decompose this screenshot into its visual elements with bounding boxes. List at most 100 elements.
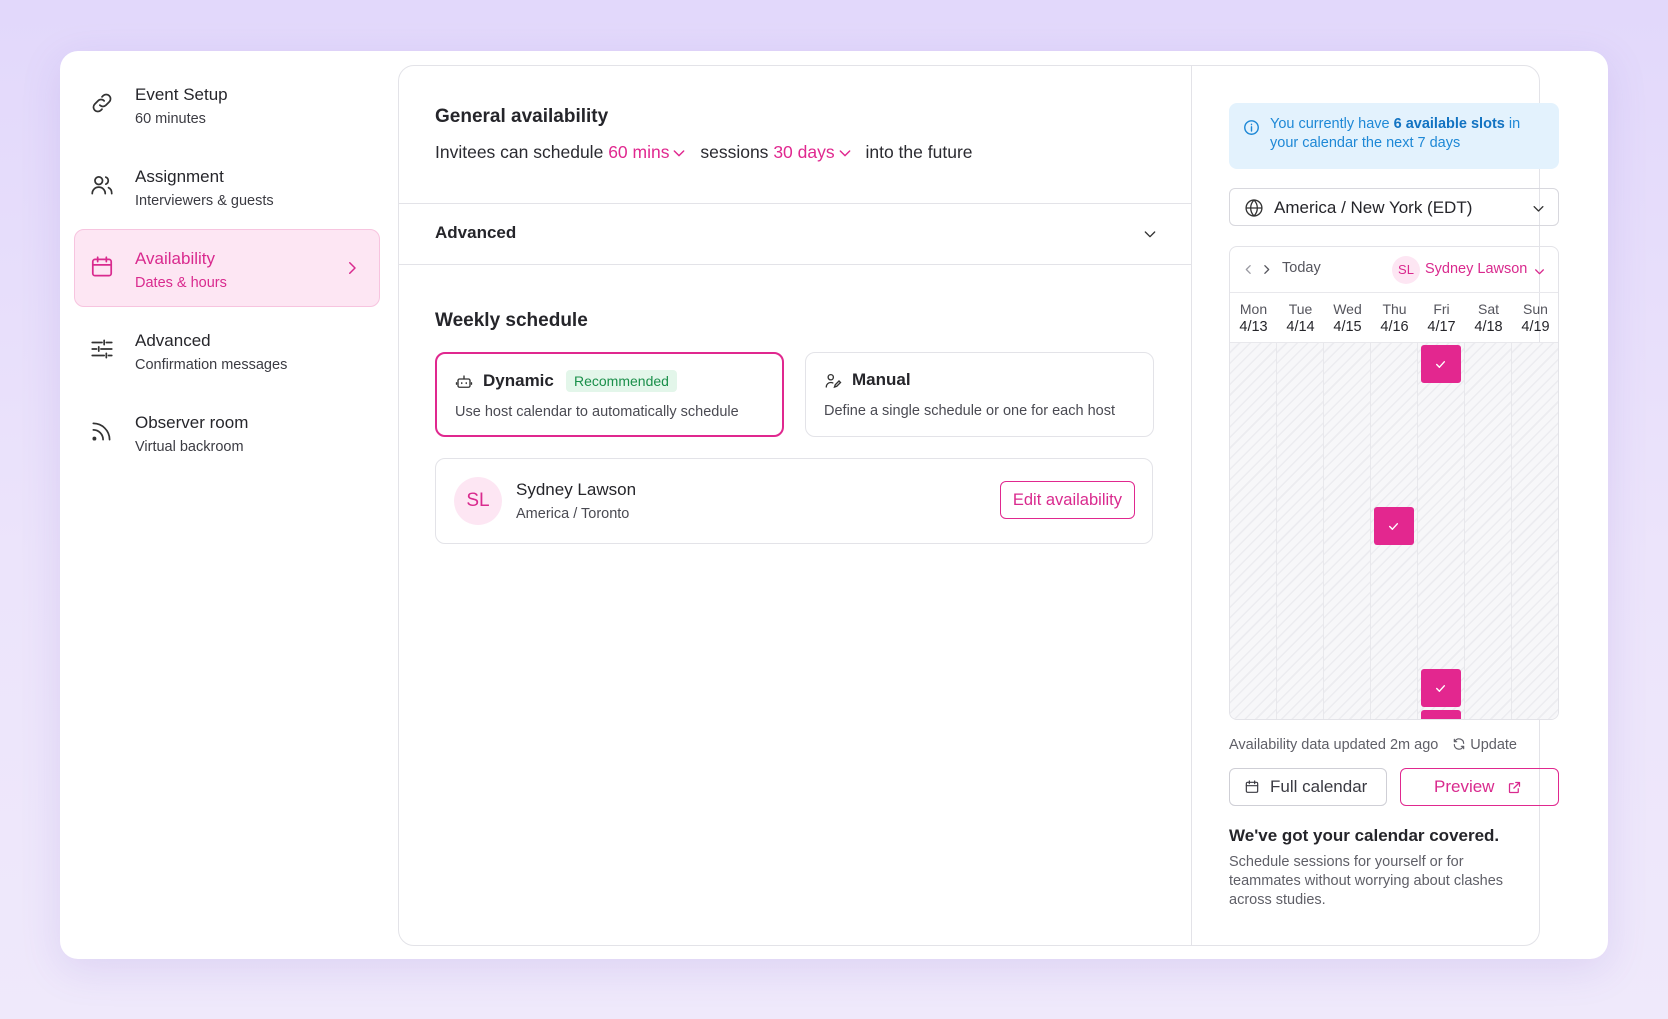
day-header-tue: Tue 4/14 bbox=[1277, 293, 1324, 343]
day-name: Mon bbox=[1239, 301, 1268, 317]
available-slot[interactable] bbox=[1421, 345, 1461, 383]
chevron-right-icon[interactable] bbox=[1260, 263, 1273, 276]
covered-description: Schedule sessions for yourself or for te… bbox=[1229, 854, 1504, 908]
sliders-icon bbox=[91, 339, 113, 359]
calendar-header: Today SL Sydney Lawson bbox=[1230, 247, 1558, 293]
sidebar-item-subtitle: Confirmation messages bbox=[135, 357, 288, 373]
avatar: SL bbox=[1392, 256, 1420, 284]
preview-label: Preview bbox=[1434, 777, 1495, 796]
general-availability-sentence: Invitees can schedule 60 mins sessions 3… bbox=[435, 142, 973, 163]
calendar-icon bbox=[1245, 780, 1259, 793]
sidebar-item-observer-room[interactable]: Observer room Virtual backroom bbox=[74, 393, 380, 471]
weekly-schedule-title: Weekly schedule bbox=[435, 310, 588, 331]
full-calendar-button[interactable]: Full calendar bbox=[1229, 768, 1387, 806]
day-column bbox=[1324, 343, 1371, 719]
host-timezone: America / Toronto bbox=[516, 506, 630, 522]
duration-value: 60 mins bbox=[608, 142, 670, 162]
dynamic-option[interactable]: Dynamic Recommended Use host calendar to… bbox=[435, 352, 784, 437]
sidebar-item-advanced[interactable]: Advanced Confirmation messages bbox=[74, 311, 380, 389]
day-name: Sat bbox=[1477, 301, 1499, 317]
app-card: Event Setup 60 minutes Assignment Interv… bbox=[60, 51, 1608, 959]
sidebar-item-title: Event Setup bbox=[135, 85, 228, 104]
edit-availability-button[interactable]: Edit availability bbox=[999, 481, 1135, 519]
day-header-sat: Sat 4/18 bbox=[1465, 293, 1512, 343]
host-name: Sydney Lawson bbox=[516, 480, 637, 499]
sidebar-item-title: Availability bbox=[135, 249, 216, 268]
info-icon bbox=[1244, 120, 1259, 135]
option-name: Manual bbox=[852, 370, 911, 389]
sidebar-item-subtitle: Dates & hours bbox=[135, 275, 227, 291]
option-name: Dynamic bbox=[483, 371, 554, 390]
today-button[interactable]: Today bbox=[1282, 260, 1321, 276]
refresh-icon bbox=[1453, 738, 1465, 750]
available-slot[interactable] bbox=[1421, 710, 1461, 719]
sentence-mid: sessions bbox=[700, 142, 769, 162]
preview-button[interactable]: Preview bbox=[1400, 768, 1559, 806]
calendar-icon bbox=[91, 256, 113, 277]
avatar: SL bbox=[454, 477, 502, 525]
day-column bbox=[1230, 343, 1277, 719]
availability-calendar: Today SL Sydney Lawson Mon 4/13 Tue 4/14 W… bbox=[1229, 246, 1559, 720]
day-header-wed: Wed 4/15 bbox=[1324, 293, 1371, 343]
day-date: 4/17 bbox=[1427, 319, 1456, 335]
advanced-accordion[interactable]: Advanced bbox=[399, 204, 1192, 264]
chevron-down-icon bbox=[1535, 269, 1544, 275]
option-description: Define a single schedule or one for each… bbox=[824, 403, 1115, 419]
covered-title: We've got your calendar covered. bbox=[1229, 826, 1500, 845]
chevron-right-icon bbox=[349, 262, 356, 274]
external-link-icon bbox=[1508, 781, 1521, 794]
available-slot[interactable] bbox=[1421, 669, 1461, 707]
range-value: 30 days bbox=[773, 142, 835, 162]
calendar-preview-panel: You currently have 6 available slots in … bbox=[1192, 66, 1559, 945]
day-date: 4/14 bbox=[1286, 319, 1315, 335]
sidebar-item-assignment[interactable]: Assignment Interviewers & guests bbox=[74, 147, 380, 225]
day-name: Sun bbox=[1523, 301, 1548, 317]
manual-option[interactable]: Manual Define a single schedule or one f… bbox=[805, 352, 1154, 437]
sidebar-item-subtitle: Virtual backroom bbox=[135, 439, 244, 455]
day-header-sun: Sun 4/19 bbox=[1512, 293, 1558, 343]
chevron-left-icon[interactable] bbox=[1242, 263, 1255, 276]
day-column bbox=[1512, 343, 1558, 719]
range-dropdown[interactable]: 30 days bbox=[773, 142, 860, 162]
timezone-select[interactable]: America / New York (EDT) bbox=[1229, 188, 1559, 226]
host-selector[interactable]: SL Sydney Lawson bbox=[1392, 256, 1548, 284]
host-card: SL Sydney Lawson America / Toronto Edit … bbox=[435, 458, 1153, 544]
day-name: Wed bbox=[1333, 301, 1362, 317]
sentence-suffix: into the future bbox=[865, 142, 973, 162]
day-column bbox=[1418, 343, 1465, 719]
timezone-value: America / New York (EDT) bbox=[1274, 198, 1473, 217]
day-date: 4/16 bbox=[1380, 319, 1409, 335]
day-name: Thu bbox=[1382, 301, 1407, 317]
day-header-fri: Fri 4/17 bbox=[1418, 293, 1465, 343]
recommended-badge: Recommended bbox=[566, 370, 677, 392]
sidebar: Event Setup 60 minutes Assignment Interv… bbox=[74, 65, 380, 475]
day-date: 4/18 bbox=[1474, 319, 1503, 335]
available-slots-banner: You currently have 6 available slots in … bbox=[1229, 103, 1559, 169]
advanced-accordion-label: Advanced bbox=[435, 223, 517, 242]
day-header-mon: Mon 4/13 bbox=[1230, 293, 1277, 343]
chevron-down-icon bbox=[674, 150, 685, 157]
link-icon bbox=[92, 93, 112, 113]
divider bbox=[399, 264, 1192, 265]
sidebar-item-availability[interactable]: Availability Dates & hours bbox=[74, 229, 380, 307]
check-icon bbox=[1389, 523, 1398, 530]
update-button[interactable]: Update bbox=[1452, 737, 1517, 753]
day-name: Fri bbox=[1433, 301, 1450, 317]
sidebar-item-title: Assignment bbox=[135, 167, 224, 186]
duration-dropdown[interactable]: 60 mins bbox=[608, 142, 695, 162]
sidebar-item-title: Advanced bbox=[135, 331, 211, 350]
chevron-down-icon bbox=[1533, 206, 1544, 212]
main-panel: General availability Invitees can schedu… bbox=[398, 65, 1559, 946]
available-slot[interactable] bbox=[1374, 507, 1414, 545]
host-selector-name: Sydney Lawson bbox=[1425, 261, 1528, 277]
users-icon bbox=[91, 176, 113, 195]
sidebar-item-subtitle: Interviewers & guests bbox=[135, 193, 274, 209]
sidebar-item-event-setup[interactable]: Event Setup 60 minutes bbox=[74, 65, 380, 143]
day-date: 4/15 bbox=[1333, 319, 1362, 335]
availability-updated-text: Availability data updated 2m ago bbox=[1229, 737, 1439, 753]
update-label: Update bbox=[1470, 737, 1517, 753]
chevron-down-icon bbox=[1144, 231, 1156, 238]
day-date: 4/13 bbox=[1239, 319, 1268, 335]
info-highlight: 6 available slots bbox=[1393, 116, 1505, 132]
rss-icon bbox=[92, 422, 111, 441]
